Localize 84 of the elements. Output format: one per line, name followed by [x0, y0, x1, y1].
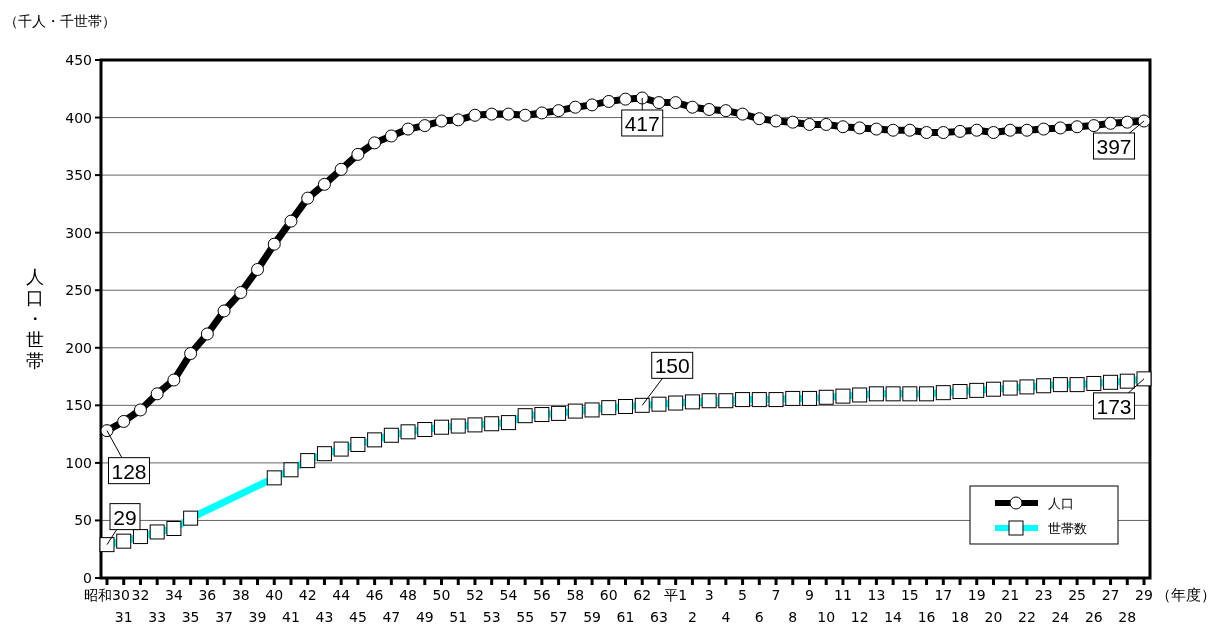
- x-tick-label: 28: [1118, 609, 1137, 625]
- y-tick-label: 0: [83, 570, 92, 586]
- y-tick-label: 350: [65, 167, 92, 184]
- x-tick-label: 49: [415, 609, 434, 625]
- x-tick-label: 昭和30: [84, 587, 130, 603]
- legend-label: 人口: [1048, 496, 1074, 511]
- x-tick-label: 37: [215, 609, 233, 625]
- y-tick-label: 250: [65, 282, 92, 299]
- x-tick-label: 6: [754, 609, 764, 625]
- data-label: 397: [1096, 135, 1132, 159]
- x-tick-label: 36: [198, 587, 217, 603]
- x-tick-label: 13: [867, 587, 886, 603]
- x-tick-label: 53: [482, 609, 501, 625]
- data-label: 29: [113, 505, 137, 529]
- x-tick-label: 25: [1068, 587, 1087, 603]
- x-tick-label: 17: [934, 587, 953, 603]
- x-tick-label: 63: [650, 609, 668, 625]
- x-tick-label: 4: [721, 609, 731, 625]
- x-tick-label: 34: [164, 587, 183, 603]
- y-tick-label: 150: [65, 397, 92, 414]
- x-tick-label: 10: [817, 609, 836, 625]
- x-tick-label: 33: [148, 609, 167, 625]
- x-tick-label: 55: [516, 609, 535, 625]
- x-tick-label: 31: [114, 609, 133, 625]
- x-tick-label: 20: [984, 609, 1003, 625]
- x-tick-label: 51: [449, 609, 468, 625]
- x-tick-label: 58: [566, 587, 585, 603]
- x-tick-label: 56: [532, 587, 551, 603]
- x-tick-label: 38: [231, 587, 250, 603]
- x-tick-label: 54: [499, 587, 518, 603]
- x-tick-label: 47: [382, 609, 401, 625]
- y-tick-label: 50: [74, 512, 92, 529]
- x-tick-label: 44: [332, 587, 351, 603]
- x-tick-label: 41: [282, 609, 300, 625]
- x-tick-label: 9: [805, 587, 814, 603]
- y-tick-label: 100: [65, 454, 92, 471]
- x-tick-label: 24: [1051, 609, 1070, 625]
- x-tick-label: 45: [348, 609, 367, 625]
- x-tick-label: 48: [399, 587, 417, 603]
- x-tick-label: 2: [687, 609, 697, 625]
- data-label: 150: [654, 354, 690, 378]
- x-tick-label: 19: [967, 587, 986, 603]
- x-tick-label: 39: [248, 609, 267, 625]
- text: （千人・千世帯）: [4, 13, 116, 29]
- x-tick-label: 46: [365, 587, 384, 603]
- x-tick-label: 52: [466, 587, 484, 603]
- x-tick-label: 21: [1001, 587, 1020, 603]
- x-tick-label: 32: [131, 587, 150, 603]
- x-tick-label: 27: [1101, 587, 1120, 603]
- x-tick-label: 26: [1084, 609, 1103, 625]
- x-tick-label: 11: [834, 587, 852, 603]
- y-tick-label: 400: [65, 109, 92, 126]
- x-tick-label: 57: [549, 609, 568, 625]
- x-tick-label: 15: [900, 587, 919, 603]
- y-tick-label: 200: [65, 339, 92, 356]
- x-tick-label: 50: [432, 587, 451, 603]
- x-tick-label: 43: [315, 609, 334, 625]
- x-tick-label: 平1: [664, 587, 688, 603]
- x-tick-label: 5: [738, 587, 748, 603]
- data-label: 173: [1096, 394, 1132, 418]
- x-tick-label: 29: [1135, 587, 1153, 603]
- y-tick-label: 300: [65, 224, 92, 241]
- x-tick-label: 42: [298, 587, 317, 603]
- x-tick-label: 12: [850, 609, 869, 625]
- x-tick-label: 40: [265, 587, 284, 603]
- x-tick-label: 22: [1018, 609, 1036, 625]
- x-tick-label: 62: [633, 587, 652, 603]
- x-tick-label: 16: [917, 609, 936, 625]
- x-tick-label: 18: [951, 609, 969, 625]
- legend-label: 世帯数: [1048, 521, 1087, 536]
- x-tick-label: 60: [599, 587, 618, 603]
- data-label: 417: [624, 111, 660, 135]
- x-tick-label: 61: [616, 609, 635, 625]
- x-tick-label: 59: [583, 609, 601, 625]
- data-label: 128: [111, 459, 147, 483]
- x-tick-label: 7: [771, 587, 781, 603]
- x-axis-title: （年度）: [1156, 586, 1216, 604]
- y-tick-label: 450: [65, 52, 92, 68]
- x-tick-label: 35: [181, 609, 200, 625]
- x-tick-label: 23: [1034, 587, 1053, 603]
- y-axis-title: 人口・世帯: [26, 265, 44, 371]
- x-tick-label: 14: [884, 609, 903, 625]
- x-tick-label: 8: [788, 609, 798, 625]
- x-tick-label: 3: [704, 587, 714, 603]
